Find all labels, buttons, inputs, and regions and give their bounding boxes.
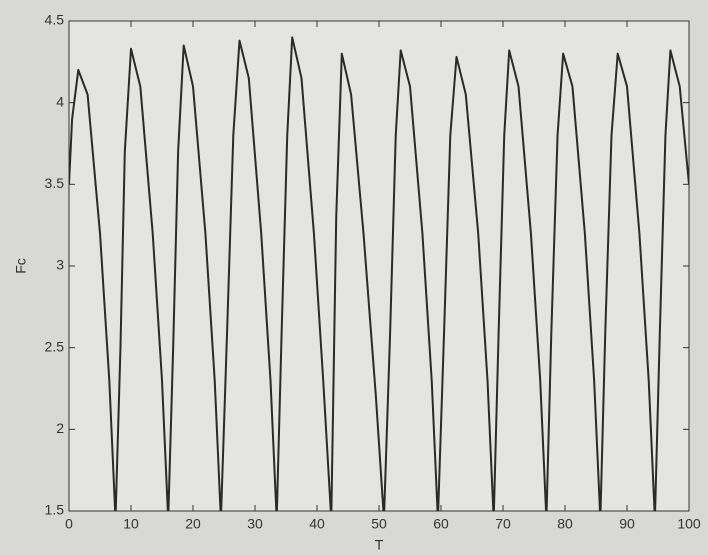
y-tick-label: 3 bbox=[56, 257, 64, 273]
y-tick-label: 2 bbox=[56, 420, 64, 436]
x-tick-label: 20 bbox=[185, 516, 201, 532]
y-axis-label: Fc bbox=[13, 258, 29, 274]
y-tick-label: 3.5 bbox=[45, 175, 65, 191]
y-tick-label: 4 bbox=[56, 93, 64, 109]
x-tick-label: 80 bbox=[557, 516, 573, 532]
x-tick-label: 30 bbox=[247, 516, 263, 532]
x-tick-label: 50 bbox=[371, 516, 387, 532]
x-tick-label: 100 bbox=[677, 516, 701, 532]
y-tick-label: 1.5 bbox=[45, 502, 65, 518]
x-tick-label: 10 bbox=[123, 516, 139, 532]
x-axis-label: T bbox=[375, 537, 384, 553]
data-line bbox=[69, 36, 689, 511]
y-tick-label: 2.5 bbox=[45, 338, 65, 354]
x-tick-label: 40 bbox=[309, 516, 325, 532]
x-tick-label: 70 bbox=[495, 516, 511, 532]
x-tick-label: 60 bbox=[433, 516, 449, 532]
x-tick-label: 90 bbox=[619, 516, 635, 532]
y-tick-label: 4.5 bbox=[45, 12, 65, 28]
x-tick-label: 0 bbox=[65, 516, 73, 532]
